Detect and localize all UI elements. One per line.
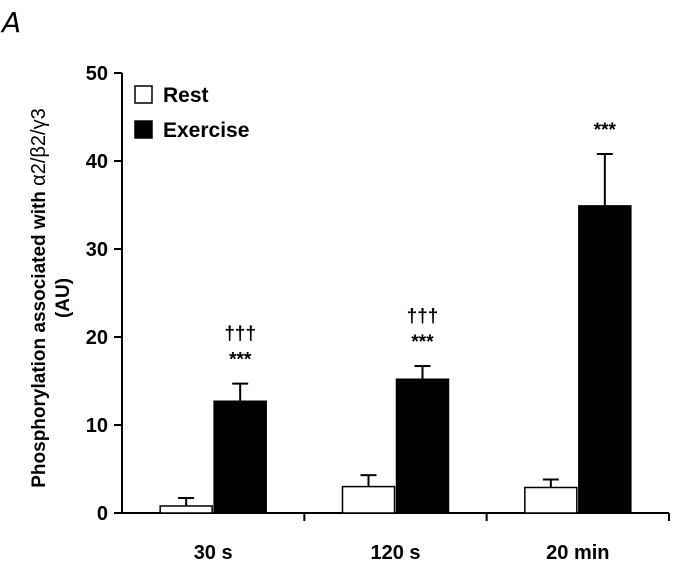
legend-label-exercise: Exercise bbox=[163, 119, 249, 142]
bar-rest-1 bbox=[341, 485, 396, 514]
panel-label: A bbox=[0, 6, 21, 39]
legend-label-rest: Rest bbox=[163, 84, 209, 107]
bar-rest-2 bbox=[524, 486, 578, 514]
significance-label: *** bbox=[229, 350, 252, 371]
y-axis-title: Phosphorylation associated with α2/β2/γ3… bbox=[28, 108, 74, 488]
bar-exercise-1 bbox=[395, 378, 450, 514]
bar-rest-0 bbox=[159, 505, 213, 514]
y-tick-label: 0 bbox=[97, 503, 108, 525]
bars bbox=[159, 152, 632, 514]
legend: Rest Exercise bbox=[134, 84, 249, 142]
svg-text:Phosphorylation associated wit: Phosphorylation associated with α2/β2/γ3 bbox=[28, 108, 50, 488]
y-axis-title-greek: α2/β2/γ3 bbox=[28, 108, 50, 186]
bar-exercise-2 bbox=[578, 205, 632, 514]
legend-swatch-exercise bbox=[134, 120, 153, 139]
bar-exercise-0 bbox=[213, 400, 267, 514]
y-tick-label: 40 bbox=[86, 151, 108, 173]
axes: 0 10 20 30 40 50 30 s 120 s 20 min bbox=[86, 63, 670, 564]
y-axis-title-line2: (AU) bbox=[53, 278, 74, 318]
y-tick-label: 20 bbox=[86, 327, 108, 349]
significance-label: *** bbox=[411, 332, 434, 353]
x-tick-label: 30 s bbox=[194, 542, 233, 564]
significance-label: ††† bbox=[224, 324, 256, 345]
legend-swatch-rest bbox=[134, 85, 153, 104]
x-tick-label: 20 min bbox=[546, 542, 609, 564]
y-axis-title-line1: Phosphorylation associated with bbox=[29, 186, 50, 488]
y-tick-label: 10 bbox=[86, 415, 108, 437]
x-tick-label: 120 s bbox=[370, 542, 420, 564]
y-tick-label: 30 bbox=[86, 239, 108, 261]
y-tick-label: 50 bbox=[86, 63, 108, 85]
significance-annotations: ††† *** ††† *** *** bbox=[224, 120, 616, 371]
significance-label: ††† bbox=[407, 306, 439, 327]
significance-label: *** bbox=[594, 120, 617, 141]
